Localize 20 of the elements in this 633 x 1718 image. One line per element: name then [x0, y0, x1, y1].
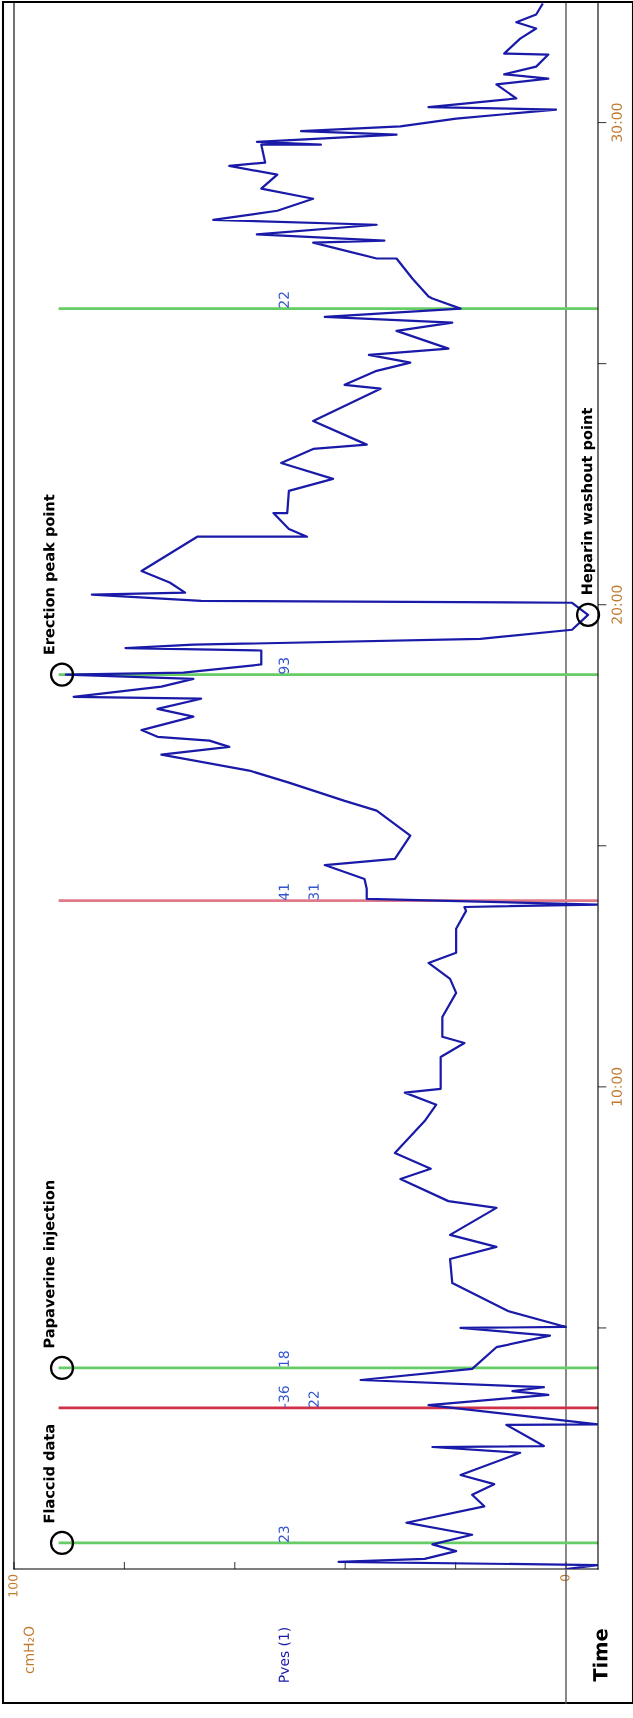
- annotation: 93: [278, 658, 290, 674]
- annotation: 31: [308, 884, 319, 900]
- x-tick-label: 100: [8, 1574, 18, 1597]
- annotation: -36: [278, 1386, 290, 1408]
- text: Pves (1): [278, 1627, 291, 1682]
- y-axis-title: Time: [592, 1629, 608, 1682]
- y-tick-label: 20:00: [611, 585, 622, 624]
- annotation: 22: [308, 1391, 319, 1407]
- text: cmH₂O: [23, 1626, 35, 1674]
- annotation: 22: [278, 292, 289, 308]
- ref-line-label: Flaccid data: [43, 1424, 55, 1523]
- ref-line-label: Papaverine injection: [43, 1180, 58, 1348]
- y-tick-label: 30:00: [611, 103, 622, 142]
- x-tick-label: 0: [560, 1574, 570, 1581]
- annotation: 18: [278, 1351, 290, 1367]
- y-tick-label: 10:00: [611, 1067, 622, 1106]
- annotation: 41: [278, 884, 289, 901]
- annotation: Heparin washout point: [581, 408, 596, 595]
- annotation: 23: [278, 1526, 290, 1542]
- ref-line-label: Erection peak point: [43, 494, 58, 654]
